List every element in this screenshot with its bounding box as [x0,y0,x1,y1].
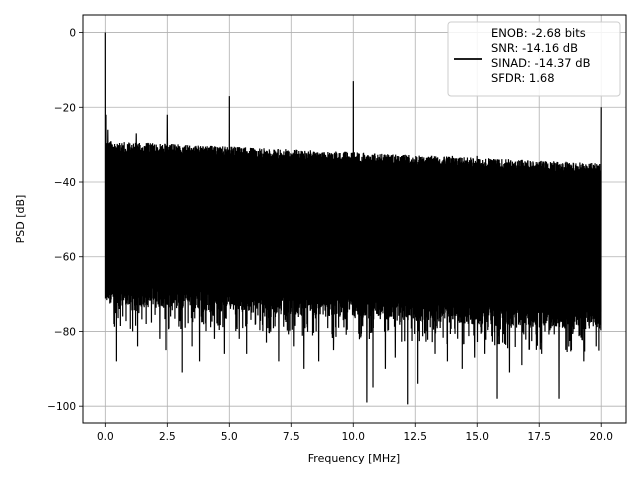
y-tick-label: 0 [69,28,76,40]
legend-line-text: SNR: -14.16 dB [491,41,578,55]
y-axis-ticks: 0 −20 −40 −60 −80 −100 [47,28,83,413]
legend-box [447,21,621,97]
legend-line-text: SINAD: -14.37 dB [491,56,591,70]
x-tick-label: 10.0 [342,431,365,443]
psd-series [104,32,602,405]
legend-label: ENOB: -2.68 bits SNR: -14.16 dB SINAD: -14… [491,26,591,85]
x-tick-label: 7.5 [283,431,300,443]
legend-line-text: ENOB: -2.68 bits [491,26,586,40]
x-tick-label: 2.5 [159,431,176,443]
y-axis-label: PSD [dB] [14,195,27,244]
y-tick-label: −60 [54,252,76,264]
y-tick-label: −80 [54,326,76,338]
x-axis-label: Frequency [MHz] [308,452,400,465]
legend-line-text: SFDR: 1.68 [491,71,555,85]
y-tick-label: −100 [47,401,76,413]
x-tick-label: 17.5 [528,431,551,443]
x-tick-label: 15.0 [466,431,489,443]
psd-line [104,32,602,405]
x-axis-ticks: 0.0 2.5 5.0 7.5 10.0 12.5 15.0 17.5 20.0 [97,423,613,443]
y-tick-label: −20 [54,102,76,114]
legend: ENOB: -2.68 bits SNR: -14.16 dB SINAD: -14… [447,21,621,97]
plot-frame [82,14,627,424]
x-tick-label: 0.0 [97,431,114,443]
x-tick-label: 12.5 [404,431,427,443]
x-tick-label: 20.0 [590,431,613,443]
y-tick-label: −40 [54,177,76,189]
x-tick-label: 5.0 [221,431,238,443]
